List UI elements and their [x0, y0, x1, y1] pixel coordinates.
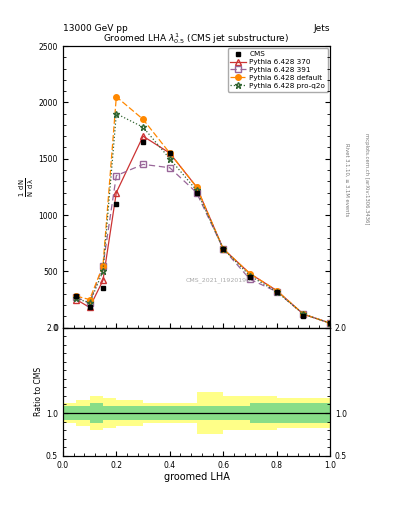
Bar	[250, 396, 277, 430]
Pythia 6.428 391	[221, 246, 226, 252]
Bar	[76, 400, 90, 426]
Pythia 6.428 pro-q2o	[87, 300, 92, 306]
Pythia 6.428 default	[87, 296, 92, 303]
Bar	[90, 403, 103, 423]
Pythia 6.428 370	[221, 246, 226, 252]
Bar	[223, 396, 250, 430]
CMS	[221, 246, 226, 252]
Pythia 6.428 391	[141, 161, 145, 167]
Bar	[103, 398, 116, 429]
Line: Pythia 6.428 391: Pythia 6.428 391	[73, 162, 333, 326]
CMS	[114, 201, 119, 207]
Line: Pythia 6.428 pro-q2o: Pythia 6.428 pro-q2o	[73, 110, 334, 327]
Pythia 6.428 391	[101, 263, 105, 269]
CMS	[74, 293, 79, 299]
Line: Pythia 6.428 370: Pythia 6.428 370	[73, 134, 333, 326]
Y-axis label: $\frac{1}{\rm N}\,\frac{d{\rm N}}{d\lambda}$: $\frac{1}{\rm N}\,\frac{d{\rm N}}{d\lamb…	[18, 177, 36, 197]
Pythia 6.428 default	[194, 184, 199, 190]
Pythia 6.428 pro-q2o	[301, 311, 306, 317]
Line: Pythia 6.428 default: Pythia 6.428 default	[73, 94, 333, 326]
Bar	[303, 403, 330, 423]
CMS	[87, 304, 92, 310]
Pythia 6.428 370	[141, 133, 145, 139]
Bar	[103, 406, 116, 420]
Text: Rivet 3.1.10, ≥ 3.1M events: Rivet 3.1.10, ≥ 3.1M events	[344, 142, 349, 216]
CMS	[101, 285, 105, 291]
Pythia 6.428 pro-q2o	[101, 268, 105, 274]
Pythia 6.428 default	[301, 311, 306, 317]
Pythia 6.428 pro-q2o	[328, 320, 332, 326]
Bar	[303, 398, 330, 429]
Bar	[63, 403, 76, 423]
Pythia 6.428 default	[74, 293, 79, 299]
Pythia 6.428 391	[167, 165, 172, 171]
Pythia 6.428 391	[274, 289, 279, 295]
Pythia 6.428 370	[248, 270, 252, 276]
Pythia 6.428 391	[114, 173, 119, 179]
Pythia 6.428 pro-q2o	[74, 295, 79, 302]
CMS	[274, 289, 279, 295]
Text: mcplots.cern.ch [arXiv:1306.3436]: mcplots.cern.ch [arXiv:1306.3436]	[364, 134, 369, 225]
Pythia 6.428 370	[167, 150, 172, 156]
Pythia 6.428 370	[194, 184, 199, 190]
Bar	[277, 398, 303, 429]
Bar	[90, 396, 103, 430]
Text: Jets: Jets	[314, 24, 330, 33]
Bar	[116, 400, 143, 426]
Pythia 6.428 pro-q2o	[141, 124, 145, 130]
CMS	[328, 320, 332, 326]
Pythia 6.428 391	[301, 311, 306, 317]
Y-axis label: Ratio to CMS: Ratio to CMS	[34, 367, 43, 416]
Pythia 6.428 default	[274, 287, 279, 293]
Pythia 6.428 pro-q2o	[274, 289, 279, 295]
Bar	[196, 392, 223, 434]
Pythia 6.428 391	[87, 300, 92, 306]
Pythia 6.428 default	[221, 246, 226, 252]
Pythia 6.428 370	[274, 287, 279, 293]
Pythia 6.428 default	[114, 94, 119, 100]
Bar	[143, 403, 170, 423]
Pythia 6.428 pro-q2o	[114, 111, 119, 117]
Bar	[277, 403, 303, 423]
CMS	[141, 139, 145, 145]
Pythia 6.428 370	[328, 320, 332, 326]
Pythia 6.428 391	[74, 294, 79, 301]
Pythia 6.428 pro-q2o	[194, 187, 199, 194]
Pythia 6.428 pro-q2o	[221, 246, 226, 252]
X-axis label: groomed LHA: groomed LHA	[163, 472, 230, 482]
Pythia 6.428 370	[301, 311, 306, 317]
Pythia 6.428 pro-q2o	[167, 156, 172, 162]
Bar	[143, 406, 170, 420]
Bar	[223, 406, 250, 420]
Pythia 6.428 default	[101, 263, 105, 269]
Bar	[170, 403, 196, 423]
Pythia 6.428 391	[248, 276, 252, 282]
Text: 13000 GeV pp: 13000 GeV pp	[63, 24, 128, 33]
Text: CMS_2021_I1920190: CMS_2021_I1920190	[185, 277, 250, 283]
Pythia 6.428 391	[328, 320, 332, 326]
CMS	[248, 274, 252, 280]
Pythia 6.428 default	[328, 320, 332, 326]
Pythia 6.428 default	[248, 270, 252, 276]
CMS	[301, 313, 306, 319]
Pythia 6.428 370	[87, 304, 92, 310]
Bar	[170, 406, 196, 420]
Legend: CMS, Pythia 6.428 370, Pythia 6.428 391, Pythia 6.428 default, Pythia 6.428 pro-: CMS, Pythia 6.428 370, Pythia 6.428 391,…	[228, 48, 328, 92]
CMS	[194, 189, 199, 196]
Line: CMS: CMS	[74, 140, 332, 325]
Title: Groomed LHA $\lambda^{1}_{0.5}$ (CMS jet substructure): Groomed LHA $\lambda^{1}_{0.5}$ (CMS jet…	[103, 31, 290, 46]
Pythia 6.428 370	[74, 296, 79, 303]
Bar	[250, 403, 277, 423]
Bar	[63, 406, 76, 420]
Pythia 6.428 391	[194, 189, 199, 196]
CMS	[167, 150, 172, 156]
Pythia 6.428 370	[101, 278, 105, 284]
Pythia 6.428 default	[141, 116, 145, 122]
Bar	[196, 406, 223, 420]
Bar	[76, 406, 90, 420]
Pythia 6.428 default	[167, 150, 172, 156]
Pythia 6.428 pro-q2o	[248, 273, 252, 279]
Bar	[116, 406, 143, 420]
Pythia 6.428 370	[114, 189, 119, 196]
